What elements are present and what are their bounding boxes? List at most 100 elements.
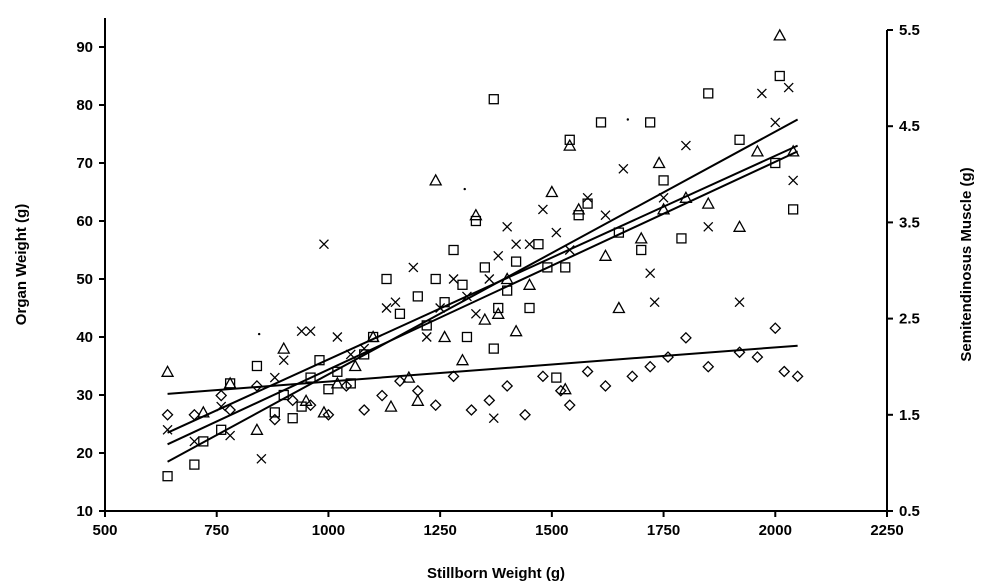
diamond-point	[679, 331, 692, 344]
axes: 500 750 1000 1250 1500 1750 2000 2250 10 20 30 40 50…	[76, 18, 920, 539]
x-point	[551, 227, 562, 238]
y2-axis-title: Semitendinosus Muscle (g)	[958, 167, 975, 361]
triangle-point	[563, 138, 577, 151]
triangle-point	[522, 277, 537, 290]
trendline	[167, 150, 799, 446]
diamond-point	[662, 351, 674, 363]
x-point	[783, 82, 794, 93]
square-point	[542, 262, 553, 273]
square-point	[287, 413, 298, 424]
y-tick-label: 30	[76, 387, 93, 404]
square-point	[774, 70, 785, 82]
triangle-point	[750, 144, 765, 157]
x-tick-label: 2000	[759, 522, 792, 539]
diamond-point	[304, 399, 317, 412]
triangle-point	[330, 376, 344, 389]
triangle-point	[491, 306, 505, 319]
trendline	[167, 144, 799, 434]
square-point	[645, 117, 656, 128]
x-point	[649, 297, 660, 308]
diamond-point	[483, 394, 496, 407]
x-point	[421, 332, 432, 342]
square-point	[448, 244, 459, 256]
x-point	[296, 326, 307, 337]
stray-dot	[463, 187, 466, 191]
square-point	[573, 210, 584, 221]
x-point	[645, 268, 656, 279]
diamond-point	[358, 404, 371, 416]
square-point	[595, 117, 607, 128]
square-point	[251, 360, 263, 372]
x-point	[390, 297, 401, 308]
square-point	[636, 244, 647, 256]
diamond-point	[161, 408, 174, 421]
triangle-point	[384, 399, 398, 412]
triangle-point	[223, 376, 237, 389]
triangle-point	[701, 196, 715, 209]
diamond-point	[376, 389, 388, 402]
diamond-point	[554, 384, 567, 397]
y-tick-label: 70	[76, 155, 93, 172]
y2-tick-label: 2.5	[899, 311, 920, 328]
x-tick-label: 1750	[647, 522, 680, 539]
square-point	[488, 94, 499, 105]
stray-dot	[626, 118, 630, 121]
x-point	[703, 221, 714, 232]
x-point	[305, 326, 316, 337]
triangle-point	[366, 330, 380, 343]
triangle-point	[469, 208, 483, 221]
square-point	[564, 134, 575, 145]
x-point	[381, 303, 392, 313]
triangle-point	[277, 341, 291, 354]
triangle-point	[348, 359, 362, 372]
x-point	[502, 221, 513, 232]
y2-tick-label: 5.5	[899, 22, 920, 39]
diamond-point	[465, 404, 478, 416]
y-tick-label: 50	[76, 271, 93, 288]
y-tick-label: 60	[76, 213, 93, 230]
diamond-point	[769, 322, 782, 335]
x-tick-label: 1250	[423, 522, 456, 539]
diamond-point	[581, 365, 594, 378]
diamond-point	[501, 380, 514, 392]
triangle-point	[612, 301, 626, 314]
diamond-point	[286, 394, 299, 407]
x-point	[256, 453, 267, 464]
x-point	[788, 175, 799, 186]
diamond-point	[429, 399, 442, 412]
triangle-point	[773, 28, 787, 41]
triangle-point	[160, 364, 175, 377]
x-point	[448, 274, 459, 284]
y-tick-label: 20	[76, 445, 93, 462]
square-point	[533, 239, 544, 250]
square-point	[551, 372, 562, 383]
x-tick-label: 1500	[535, 522, 568, 539]
square-point	[470, 215, 482, 227]
triangle-point	[429, 173, 443, 186]
square-point	[658, 175, 669, 186]
triangle-point	[438, 330, 452, 343]
square-point	[189, 459, 200, 470]
x-point	[162, 424, 173, 435]
triangle-point	[598, 248, 613, 261]
x-point	[319, 239, 329, 250]
square-point	[479, 262, 490, 273]
triangle-point	[786, 144, 800, 157]
x-point	[488, 413, 499, 424]
x-tick-label: 2250	[870, 522, 903, 539]
square-point	[734, 134, 745, 145]
square-point	[703, 88, 714, 99]
triangle-point	[558, 382, 572, 395]
y2-tick-label: 0.5	[899, 503, 920, 520]
triangle-point	[411, 393, 425, 406]
diamond-point	[751, 351, 764, 363]
x-point	[278, 355, 289, 366]
x-point	[582, 192, 593, 203]
data-marks	[160, 28, 804, 482]
y2-tick-label: 4.5	[899, 118, 920, 135]
x-point	[680, 140, 691, 151]
triangle-point	[509, 324, 523, 337]
x-point	[493, 250, 504, 261]
